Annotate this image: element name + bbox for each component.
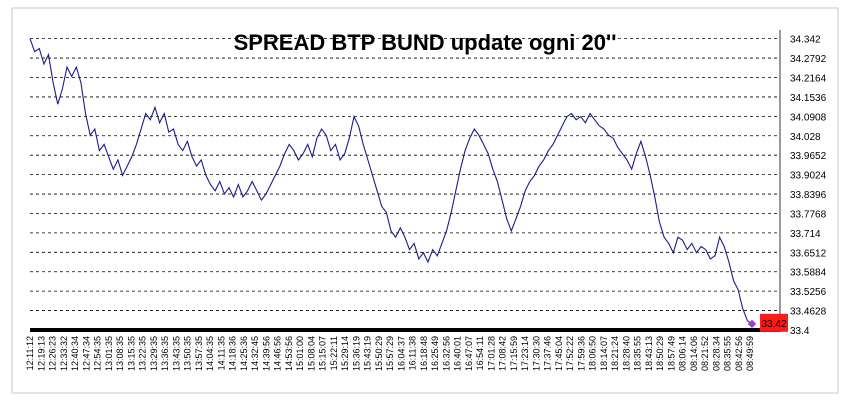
y-tick-label: 34.2164 xyxy=(790,74,827,85)
x-tick-label: 17:30:30 xyxy=(531,336,541,371)
x-tick-label: 15:57:29 xyxy=(385,336,395,371)
series-layer: 33.42 xyxy=(29,38,788,332)
x-tick-label: 15:01:00 xyxy=(295,336,305,371)
x-tick-label: 15:22:11 xyxy=(329,336,339,370)
x-tick-label: 16:54:11 xyxy=(475,336,485,370)
last-point-marker xyxy=(747,319,757,329)
y-tick-label: 33.4628 xyxy=(790,307,827,318)
x-tick-label: 18:06:50 xyxy=(588,336,598,371)
y-tick-label: 33.6512 xyxy=(790,248,827,259)
y-tick-label: 33.714 xyxy=(790,229,821,240)
x-tick-label: 12:40:34 xyxy=(70,336,80,371)
x-tick-label: 18:35:55 xyxy=(633,336,643,371)
x-tick-label: 15:29:14 xyxy=(340,336,350,371)
x-tick-label: 18:50:29 xyxy=(655,336,665,371)
x-tick-label: 14:32:45 xyxy=(250,336,260,371)
chart-title: SPREAD BTP BUND update ogni 20'' xyxy=(234,30,617,55)
y-tick-label: 34.1536 xyxy=(790,93,827,104)
x-tick-label: 08:28:34 xyxy=(711,336,721,371)
x-tick-label: 14:46:56 xyxy=(273,336,283,371)
x-tick-label: 16:32:56 xyxy=(441,336,451,371)
y-tick-label: 34.2792 xyxy=(790,54,827,65)
x-tick-label: 08:42:56 xyxy=(734,336,744,371)
x-tick-label: 17:45:04 xyxy=(554,336,564,371)
x-tick-label: 12:11:12 xyxy=(25,336,35,370)
x-tick-label: 18:21:24 xyxy=(610,336,620,371)
x-tick-label: 13:01:35 xyxy=(104,336,114,371)
y-tick-label: 33.9652 xyxy=(790,151,827,162)
x-tick-label: 12:19:13 xyxy=(36,336,46,371)
y-tick-label: 33.8396 xyxy=(790,190,827,201)
y-tick-label: 33.7768 xyxy=(790,209,827,220)
x-tick-label: 17:37:46 xyxy=(543,336,553,371)
x-tick-label: 15:43:19 xyxy=(363,336,373,371)
x-tick-label: 17:08:42 xyxy=(498,336,508,371)
last-value-badge xyxy=(760,313,788,332)
x-tick-label: 16:04:37 xyxy=(396,336,406,371)
x-tick-label: 12:26:23 xyxy=(48,336,58,371)
x-tick-label: 08:49:59 xyxy=(745,336,755,371)
x-tick-label: 08:21:52 xyxy=(700,336,710,371)
x-tick-label: 13:22:35 xyxy=(138,336,148,371)
x-tick-label: 14:18:36 xyxy=(228,336,238,371)
chart-frame xyxy=(11,7,839,394)
x-tick-label: 08:14:06 xyxy=(689,336,699,371)
x-tick-label: 18:43:13 xyxy=(644,336,654,371)
y-tick-label: 34.0908 xyxy=(790,112,827,123)
x-tick-label: 13:57:35 xyxy=(194,336,204,371)
x-tick-label: 17:23:14 xyxy=(520,336,530,371)
x-tick-label: 16:11:38 xyxy=(408,336,418,370)
x-tick-label: 14:25:36 xyxy=(239,336,249,371)
x-tick-label: 18:28:40 xyxy=(621,336,631,371)
gridlines xyxy=(30,30,781,332)
x-tick-label: 14:04:35 xyxy=(205,336,215,371)
x-tick-label: 12:47:34 xyxy=(81,336,91,371)
series-line xyxy=(29,38,753,325)
x-tick-label: 12:54:35 xyxy=(93,336,103,371)
x-tick-label: 13:08:35 xyxy=(115,336,125,371)
y-tick-label: 34.342 xyxy=(790,35,821,46)
x-tick-label: 17:52:22 xyxy=(565,336,575,371)
x-tick-label: 18:14:07 xyxy=(599,336,609,371)
x-tick-label: 17:01:28 xyxy=(486,336,496,371)
x-tick-label: 16:40:01 xyxy=(453,336,463,371)
x-tick-label: 18:57:49 xyxy=(666,336,676,371)
x-tick-label: 15:50:29 xyxy=(374,336,384,371)
x-tick-label: 08:35:55 xyxy=(723,336,733,371)
x-tick-label: 08:06:14 xyxy=(678,336,688,371)
y-tick-label: 34.028 xyxy=(790,132,821,143)
x-tick-label: 17:59:36 xyxy=(576,336,586,371)
x-tick-label: 15:15:07 xyxy=(318,336,328,371)
x-tick-label: 14:53:56 xyxy=(284,336,294,371)
y-tick-label: 33.9024 xyxy=(790,171,827,182)
y-tick-label: 33.5256 xyxy=(790,287,827,298)
x-tick-label: 13:15:35 xyxy=(126,336,136,371)
x-tick-label: 13:29:35 xyxy=(149,336,159,371)
x-tick-label: 13:43:35 xyxy=(171,336,181,371)
x-tick-label: 13:50:35 xyxy=(183,336,193,371)
x-tick-label: 12:33:32 xyxy=(59,336,69,371)
x-tick-label: 15:08:04 xyxy=(306,336,316,371)
x-tick-label: 17:15:59 xyxy=(509,336,519,371)
x-tick-label: 16:47:07 xyxy=(464,336,474,371)
y-tick-label: 33.5884 xyxy=(790,268,827,279)
y-tick-label: 33.4 xyxy=(790,326,810,337)
x-tick-label: 15:36:19 xyxy=(351,336,361,371)
x-tick-label: 14:39:56 xyxy=(261,336,271,371)
x-tick-label: 16:25:49 xyxy=(430,336,440,371)
x-tick-label: 14:11:35 xyxy=(216,336,226,370)
y-axis-tick-labels: 34.342 34.2792 34.2164 34.1536 34.0908 34.028… xyxy=(790,35,827,337)
x-tick-label: 16:18:48 xyxy=(419,336,429,371)
x-axis-tick-labels: 12:11:12 12:19:13 12:26:23 12:33:32 12:40:34… xyxy=(25,336,755,371)
last-value-label: 33.42 xyxy=(761,319,786,330)
x-tick-label: 13:36:35 xyxy=(160,336,170,371)
